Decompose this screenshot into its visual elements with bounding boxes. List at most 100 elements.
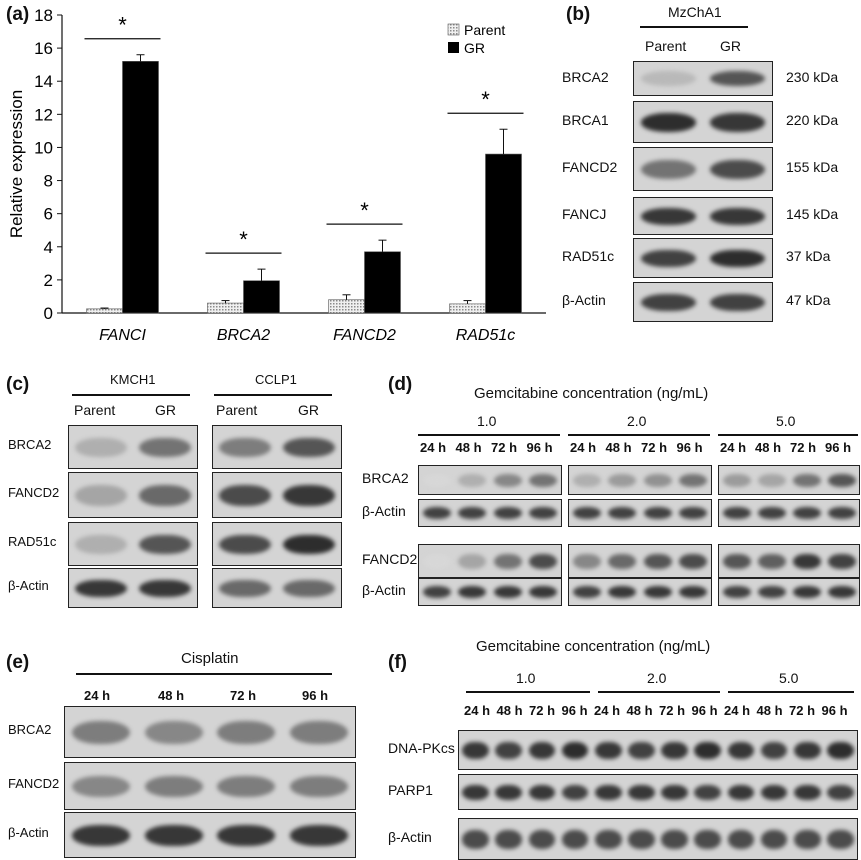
b-blot — [633, 238, 773, 278]
d-concentration-label: 2.0 — [627, 413, 647, 429]
f-concentration-underline — [466, 691, 590, 693]
d-blot-band — [792, 473, 821, 487]
b-row-label: β-Actin — [562, 292, 606, 308]
f-time-label: 48 h — [496, 703, 523, 718]
d-blot-band — [757, 586, 786, 599]
b-blot-band — [640, 113, 697, 132]
panel-label-b: (b) — [566, 4, 591, 25]
c-blot-cclp1-band — [219, 579, 271, 598]
e-blot-band — [144, 775, 203, 798]
e-blot — [64, 762, 356, 810]
f-blot-band — [561, 830, 589, 849]
d-time-label: 72 h — [641, 440, 668, 455]
d-blot — [718, 578, 860, 606]
f-blot-band — [727, 784, 755, 801]
b-size-label: 37 kDa — [786, 248, 831, 264]
d-blot-band — [643, 473, 672, 487]
d-blot-band — [722, 473, 751, 487]
bar-parent — [449, 303, 486, 314]
e-blot-band — [144, 721, 203, 744]
c-blot-kmch1 — [68, 425, 198, 469]
x-tick-label: BRCA2 — [217, 327, 270, 344]
b-cell-line-underline — [640, 26, 748, 28]
e-time-label: 72 h — [230, 688, 257, 703]
b-size-label: 220 kDa — [786, 112, 839, 128]
f-blot-band — [462, 830, 489, 849]
d-blot-band — [529, 473, 558, 487]
c-blot-kmch1 — [68, 472, 198, 518]
b-blot-band — [640, 208, 697, 225]
f-concentration-label: 5.0 — [779, 670, 799, 686]
d-blot-band — [722, 507, 751, 520]
d-blot-band — [529, 553, 558, 569]
c-col-gr-2: GR — [298, 402, 319, 418]
b-row-label: RAD51c — [562, 248, 615, 264]
d-blot-band — [643, 586, 672, 599]
d-time-label: 24 h — [570, 440, 597, 455]
d-blot-band — [608, 473, 637, 487]
e-time-label: 96 h — [302, 688, 329, 703]
d-blot-band — [608, 553, 637, 569]
c-blot-cclp1 — [212, 472, 342, 518]
f-blot-band — [462, 784, 489, 801]
d-blot-band — [572, 586, 601, 599]
d-blot-band — [458, 507, 487, 520]
d-blot — [718, 544, 860, 578]
b-size-label: 145 kDa — [786, 206, 839, 222]
c-blot-kmch1-band — [139, 485, 191, 506]
c-blot-cclp1-band — [283, 579, 335, 598]
c-kmch1-underline — [72, 394, 190, 396]
e-blot — [64, 706, 356, 758]
b-row-label: FANCJ — [562, 206, 607, 222]
d-concentration-label: 5.0 — [776, 413, 796, 429]
bar-gr — [364, 251, 401, 314]
c-cclp1-underline — [214, 394, 332, 396]
y-tick-label: 6 — [44, 205, 53, 224]
e-time-label: 48 h — [158, 688, 185, 703]
c-col-gr-1: GR — [155, 402, 176, 418]
panel-label-d: (d) — [388, 374, 413, 395]
d-blot-band — [572, 473, 601, 487]
d-blot-band — [572, 553, 601, 569]
f-blot-band — [462, 741, 489, 760]
e-row-label: β-Actin — [8, 825, 49, 840]
c-row-label: FANCD2 — [8, 485, 60, 500]
b-row-label: BRCA1 — [562, 112, 609, 128]
y-tick-label: 18 — [34, 6, 53, 25]
d-blot-band — [827, 507, 856, 520]
d-title: Gemcitabine concentration (ng/mL) — [474, 385, 709, 402]
d-blot-band — [757, 553, 786, 569]
bar-parent — [328, 299, 365, 314]
panel-label-e: (e) — [6, 652, 30, 673]
f-blot-band — [628, 784, 655, 801]
d-blot-band — [493, 586, 522, 599]
c-blot-cclp1-band — [283, 534, 335, 555]
e-blot-band — [217, 775, 276, 798]
b-blot — [633, 101, 773, 143]
d-row-label: β-Actin — [362, 503, 406, 519]
c-blot-cclp1 — [212, 568, 342, 608]
f-blot-band — [694, 741, 721, 760]
b-cell-line: MzChA1 — [668, 4, 722, 20]
c-cell-line-cclp1: CCLP1 — [255, 372, 297, 387]
b-row-label: FANCD2 — [562, 159, 618, 175]
b-blot-band — [640, 293, 697, 312]
d-blot-band — [792, 507, 821, 520]
f-blot-band — [628, 830, 655, 849]
d-blot-band — [722, 553, 751, 569]
d-concentration-label: 1.0 — [477, 413, 497, 429]
c-cell-line-kmch1: KMCH1 — [110, 372, 156, 387]
panel-label-a: (a) — [6, 4, 30, 25]
b-blot — [633, 197, 773, 235]
c-blot-cclp1 — [212, 522, 342, 566]
f-time-label: 96 h — [821, 703, 848, 718]
d-blot-band — [643, 553, 672, 569]
d-row-label: FANCD2 — [362, 551, 418, 567]
f-blot-band — [760, 830, 788, 849]
d-blot — [418, 499, 562, 527]
b-blot-band — [709, 159, 766, 180]
f-blot — [458, 730, 858, 770]
d-blot-band — [608, 586, 637, 599]
e-blot-band — [72, 721, 131, 744]
f-blot-band — [760, 741, 788, 760]
